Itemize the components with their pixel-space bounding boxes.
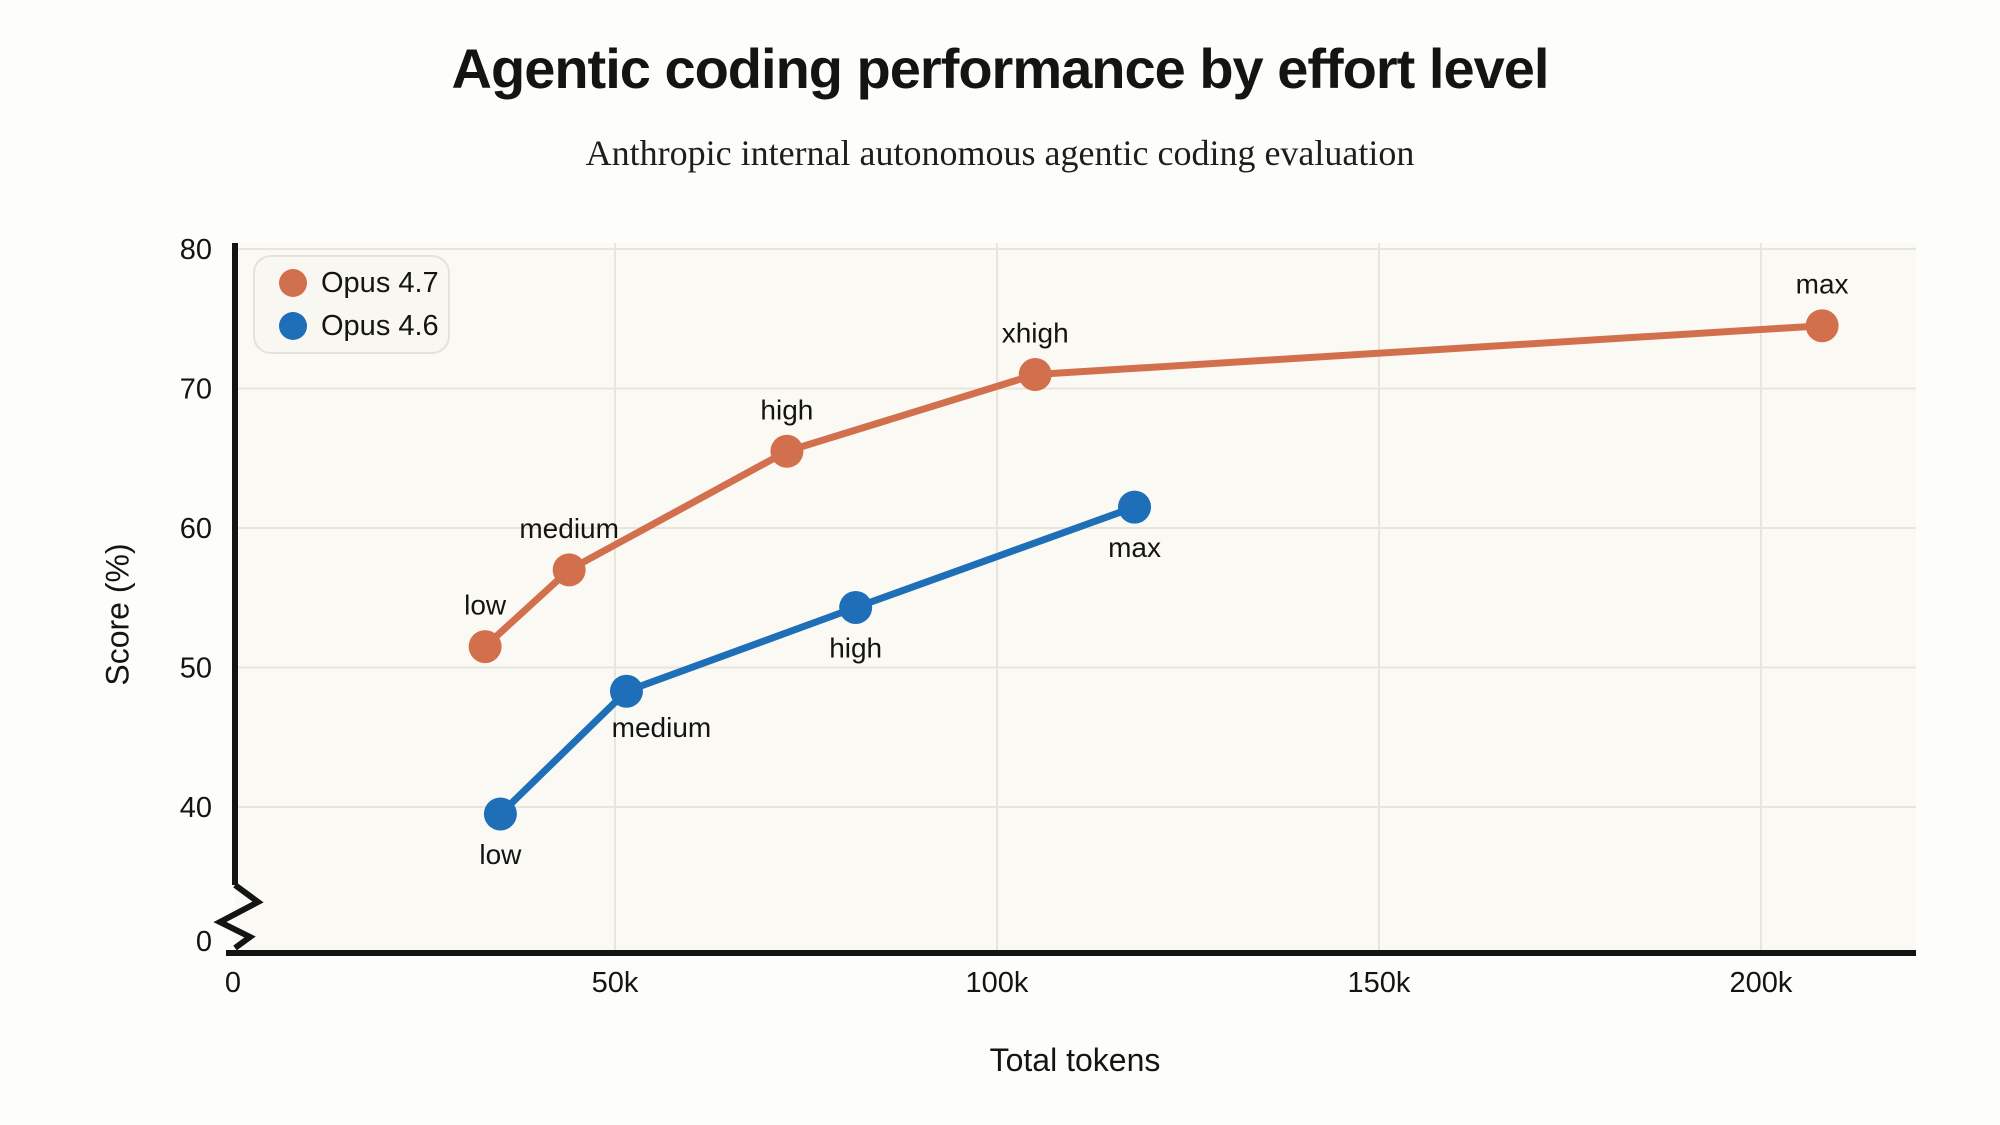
y-axis-break-icon (213, 882, 264, 951)
y-tick-label: 60 (180, 513, 212, 545)
y-tick-label: 70 (180, 374, 212, 406)
x-tick-label: 100k (966, 967, 1029, 999)
y-tick-label: 0 (196, 926, 212, 958)
point-label: low (479, 839, 522, 870)
point-label: high (760, 394, 813, 425)
point-label: xhigh (1002, 318, 1069, 349)
legend: Opus 4.7 Opus 4.6 (253, 255, 450, 354)
x-tick-label: 150k (1348, 967, 1411, 999)
data-point (1805, 309, 1839, 343)
plot-background (235, 243, 1916, 953)
series-line (496, 503, 1139, 818)
point-label: high (829, 633, 882, 664)
x-axis-title: Total tokens (989, 1042, 1161, 1078)
y-axis-title: Score (%) (99, 543, 136, 686)
data-point (609, 674, 643, 708)
legend-item-label: Opus 4.7 (321, 266, 439, 299)
legend-item-opus-47: Opus 4.7 (279, 267, 448, 300)
legend-item-label: Opus 4.6 (321, 309, 439, 342)
point-label: max (1108, 532, 1161, 563)
legend-item-opus-46: Opus 4.6 (279, 310, 448, 343)
y-tick-label: 50 (180, 653, 212, 685)
point-label: max (1796, 269, 1849, 300)
data-point (552, 553, 586, 587)
x-tick-label: 50k (592, 967, 639, 999)
page-title: Agentic coding performance by effort lev… (451, 37, 1550, 100)
point-label: medium (612, 712, 712, 743)
y-tick-label: 40 (180, 792, 212, 824)
legend-swatch-opus-46-icon (279, 312, 307, 340)
point-label: low (464, 590, 507, 621)
x-tick-label: 0 (225, 967, 241, 999)
legend-swatch-opus-47-icon (279, 269, 307, 297)
data-point (1018, 358, 1052, 392)
y-tick-label: 80 (180, 234, 212, 266)
data-point (1118, 490, 1152, 524)
data-point (483, 797, 517, 831)
x-tick-label: 200k (1730, 967, 1793, 999)
point-label: medium (519, 513, 619, 544)
data-point (468, 630, 502, 664)
data-point (839, 591, 873, 625)
page-subtitle: Anthropic internal autonomous agentic co… (585, 133, 1415, 173)
data-point (770, 434, 804, 468)
